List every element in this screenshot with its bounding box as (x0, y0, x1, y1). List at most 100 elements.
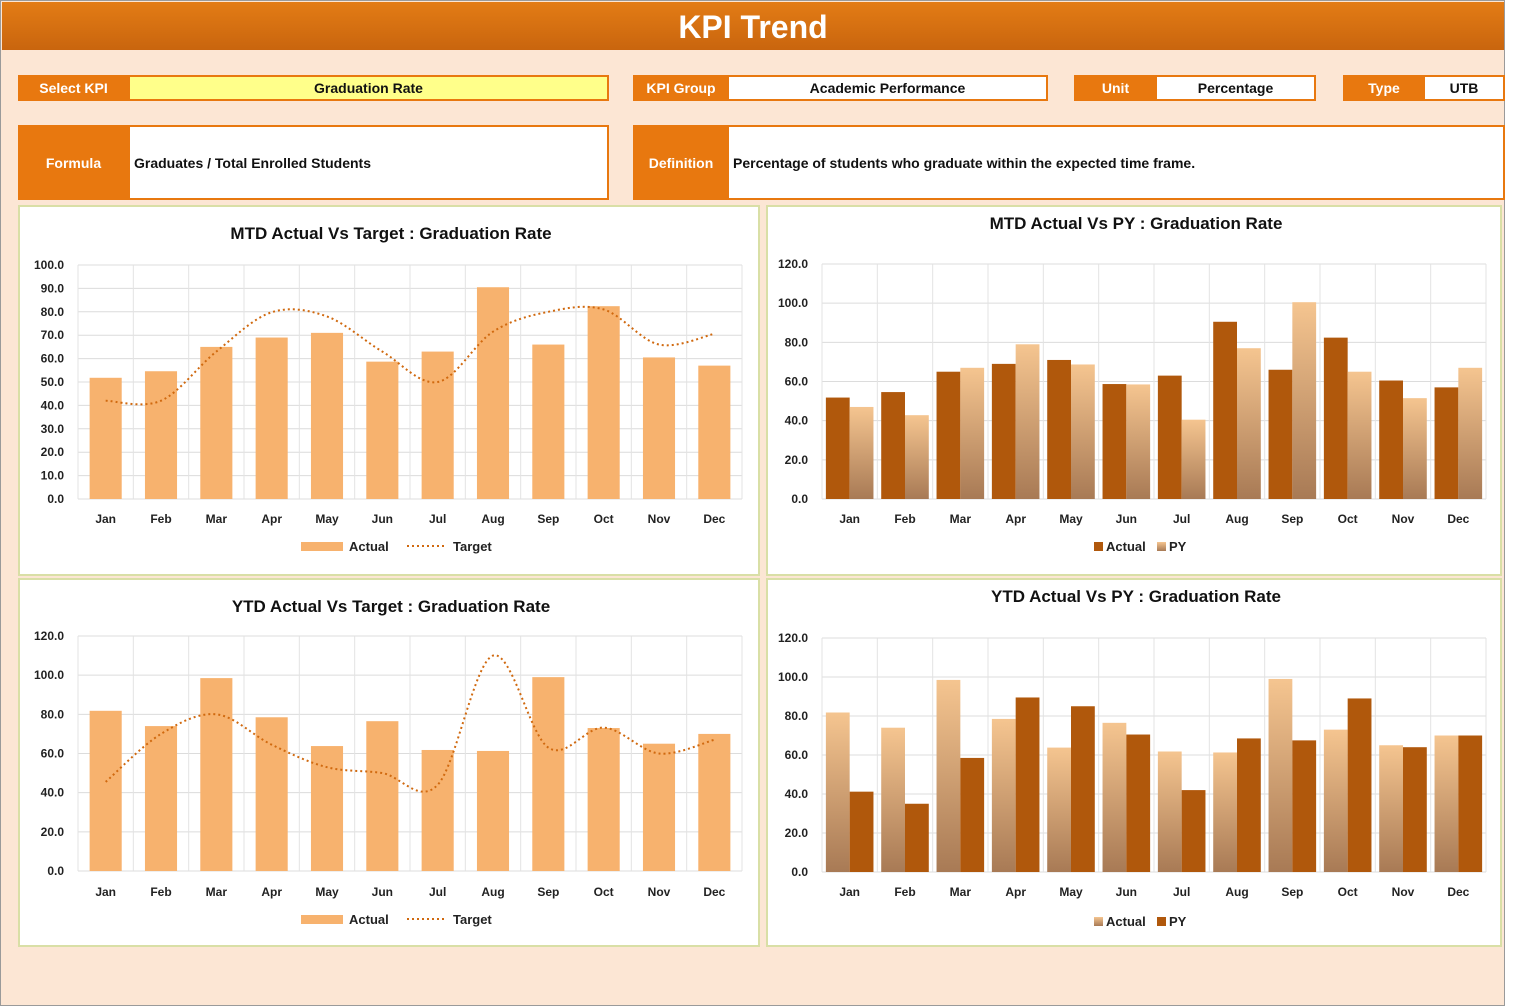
ytd-actual-vs-py-chart: YTD Actual Vs PY : Graduation Rate 0.0 20.… (778, 587, 1487, 929)
target-line (105, 305, 715, 406)
page-title: KPI Trend (2, 2, 1504, 50)
y-tick-label: 40.0 (41, 786, 65, 800)
bar-actual-jul (421, 749, 454, 871)
x-tick-label: Nov (1392, 885, 1415, 899)
bar-actual-may (310, 332, 344, 499)
y-tick-label: 70.0 (41, 328, 65, 342)
legend-label-actual: Actual (1106, 914, 1146, 929)
x-tick-label: Dec (703, 512, 725, 526)
bar-actual-feb (881, 392, 905, 499)
y-tick-label: 120.0 (778, 257, 808, 271)
bar-actual-jun (1102, 722, 1127, 872)
bar-actual-apr (991, 363, 1016, 499)
x-tick-label: Aug (1225, 512, 1248, 526)
x-tick-label: Feb (894, 885, 915, 899)
bar-py-jul (1181, 419, 1206, 499)
x-tick-label: Jun (372, 512, 393, 526)
x-tick-label: Apr (261, 512, 282, 526)
mtd-actual-vs-py-chart: MTD Actual Vs PY : Graduation Rate 0.0 20.… (778, 214, 1487, 554)
bar-py-aug (1237, 738, 1261, 872)
bar-py-sep (1292, 740, 1317, 872)
bar-py-oct (1347, 371, 1372, 499)
x-tick-label: Mar (206, 512, 228, 526)
x-tick-label: Apr (1005, 512, 1026, 526)
bar-actual-jan (825, 397, 850, 499)
x-tick-label: Sep (1281, 885, 1303, 899)
bar-actual-jun (366, 721, 399, 871)
formula-label: Formula (18, 125, 129, 200)
bar-py-jan (849, 791, 874, 872)
y-tick-label: 50.0 (41, 375, 65, 389)
bar-py-aug (1237, 348, 1261, 499)
mtd-actual-vs-target-chart: MTD Actual Vs Target : Graduation Rate 0.… (34, 224, 743, 554)
bar-actual-sep (532, 344, 565, 499)
x-tick-label: Jun (372, 885, 393, 899)
x-tick-label: Sep (537, 512, 559, 526)
y-tick-label: 120.0 (778, 631, 808, 645)
bar-actual-feb (144, 371, 178, 499)
bar-actual-dec (1434, 387, 1459, 499)
x-tick-label: Sep (537, 885, 559, 899)
bar-py-jul (1181, 790, 1206, 872)
y-tick-label: 120.0 (34, 629, 64, 643)
legend-label-py: PY (1169, 539, 1187, 554)
legend-swatch-actual (301, 542, 343, 551)
chart-panel-ytd-actual-vs-target: YTD Actual Vs Target : Graduation Rate 0.… (18, 578, 760, 947)
bar-actual-nov (1379, 745, 1403, 872)
bar-actual-dec (698, 733, 731, 871)
x-tick-label: Nov (648, 885, 671, 899)
bar-actual-nov (1379, 380, 1403, 499)
bar-py-jun (1126, 384, 1151, 499)
x-tick-label: Dec (1447, 512, 1469, 526)
y-tick-label: 40.0 (785, 787, 809, 801)
y-tick-label: 90.0 (41, 281, 65, 295)
bar-actual-feb (881, 727, 905, 872)
bar-actual-apr (991, 718, 1016, 872)
bar-actual-aug (1213, 321, 1237, 499)
y-tick-label: 100.0 (34, 258, 64, 272)
x-tick-label: Feb (150, 512, 171, 526)
x-tick-label: Aug (481, 512, 504, 526)
x-tick-label: Sep (1281, 512, 1303, 526)
unit-label: Unit (1074, 75, 1157, 101)
y-tick-label: 80.0 (41, 305, 65, 319)
x-tick-label: Jan (839, 512, 860, 526)
bar-actual-jun (1102, 384, 1127, 499)
x-tick-label: Nov (1392, 512, 1415, 526)
y-tick-label: 0.0 (47, 492, 64, 506)
unit-value: Percentage (1155, 75, 1316, 101)
bar-actual-oct (1323, 729, 1348, 872)
bar-py-may (1071, 706, 1095, 872)
y-tick-label: 20.0 (785, 453, 809, 467)
bar-actual-apr (255, 337, 288, 499)
bar-py-nov (1403, 747, 1427, 872)
legend-label-actual: Actual (349, 912, 389, 927)
bar-actual-sep (1268, 369, 1293, 499)
bar-actual-jan (89, 377, 122, 499)
bar-actual-jul (1157, 751, 1182, 872)
y-tick-label: 40.0 (785, 414, 809, 428)
select-kpi-dropdown[interactable]: Graduation Rate (128, 75, 609, 101)
bar-actual-mar (936, 371, 961, 499)
bar-py-dec (1458, 735, 1483, 872)
ytd-actual-vs-target-chart: YTD Actual Vs Target : Graduation Rate 0.… (34, 597, 743, 927)
bar-actual-nov (642, 743, 676, 871)
bar-actual-mar (200, 678, 233, 871)
x-tick-label: Oct (1338, 512, 1358, 526)
x-tick-label: May (1059, 885, 1083, 899)
y-tick-label: 80.0 (785, 335, 809, 349)
x-tick-label: Feb (150, 885, 171, 899)
y-tick-label: 0.0 (791, 865, 808, 879)
x-tick-label: Mar (206, 885, 228, 899)
bar-actual-oct (587, 306, 620, 499)
y-tick-label: 40.0 (41, 398, 65, 412)
x-tick-label: Jul (429, 512, 446, 526)
bar-actual-jun (366, 361, 399, 499)
y-tick-label: 80.0 (41, 707, 65, 721)
y-tick-label: 20.0 (785, 826, 809, 840)
x-tick-label: May (315, 885, 339, 899)
chart-title: YTD Actual Vs PY : Graduation Rate (991, 587, 1281, 606)
bar-py-oct (1347, 698, 1372, 872)
bar-actual-mar (936, 679, 961, 872)
x-tick-label: Mar (950, 885, 972, 899)
